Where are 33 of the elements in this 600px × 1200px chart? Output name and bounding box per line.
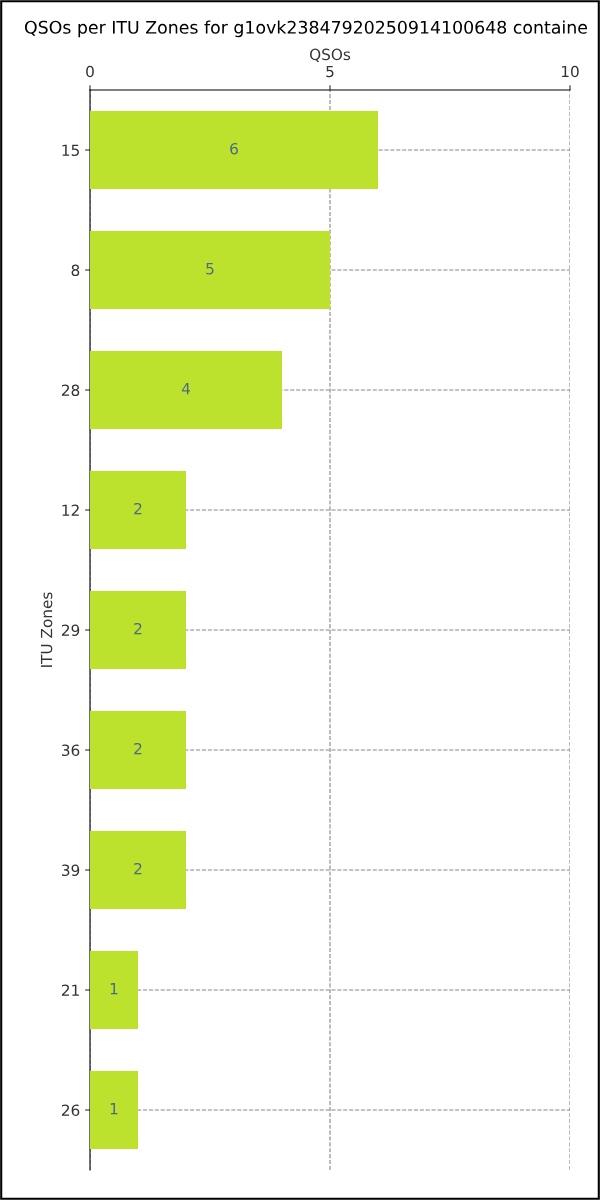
data-label: 2 [134, 502, 142, 515]
data-label: 4 [181, 383, 190, 395]
data-label: 6 [230, 142, 238, 155]
bar [90, 111, 378, 189]
bar [90, 831, 186, 909]
bar [90, 951, 138, 1029]
y-tick-label: 12 [62, 504, 79, 516]
y-tick-label: 26 [61, 1104, 80, 1117]
bar [90, 1071, 138, 1149]
x-tick-label: 0 [86, 65, 94, 78]
data-label: 1 [110, 1103, 118, 1115]
x-tick-label: 5 [326, 65, 334, 78]
x-axis-title: QSOs [310, 48, 351, 62]
data-label: 2 [134, 862, 142, 875]
x-tick-label: 10 [561, 65, 579, 78]
bar [90, 711, 186, 789]
y-tick-label: 39 [62, 864, 80, 877]
y-tick-label: 29 [61, 624, 80, 637]
chart-title: QSOs per ITU Zones for g1ovk23847920250914100648 containe [24, 20, 588, 38]
bar [90, 351, 282, 429]
y-tick-label: 36 [62, 744, 80, 757]
data-label: 2 [134, 742, 142, 755]
y-tick-label: 15 [62, 144, 79, 157]
data-label: 5 [206, 263, 214, 275]
y-tick-label: 21 [61, 984, 79, 996]
bar [90, 231, 330, 309]
y-axis-title: ITU Zones [40, 592, 53, 667]
data-label: 1 [110, 983, 118, 995]
bar [90, 471, 186, 549]
data-label: 2 [134, 622, 142, 635]
y-tick-label: 8 [71, 264, 80, 277]
y-tick-label: 28 [61, 384, 80, 397]
bar [90, 591, 186, 669]
